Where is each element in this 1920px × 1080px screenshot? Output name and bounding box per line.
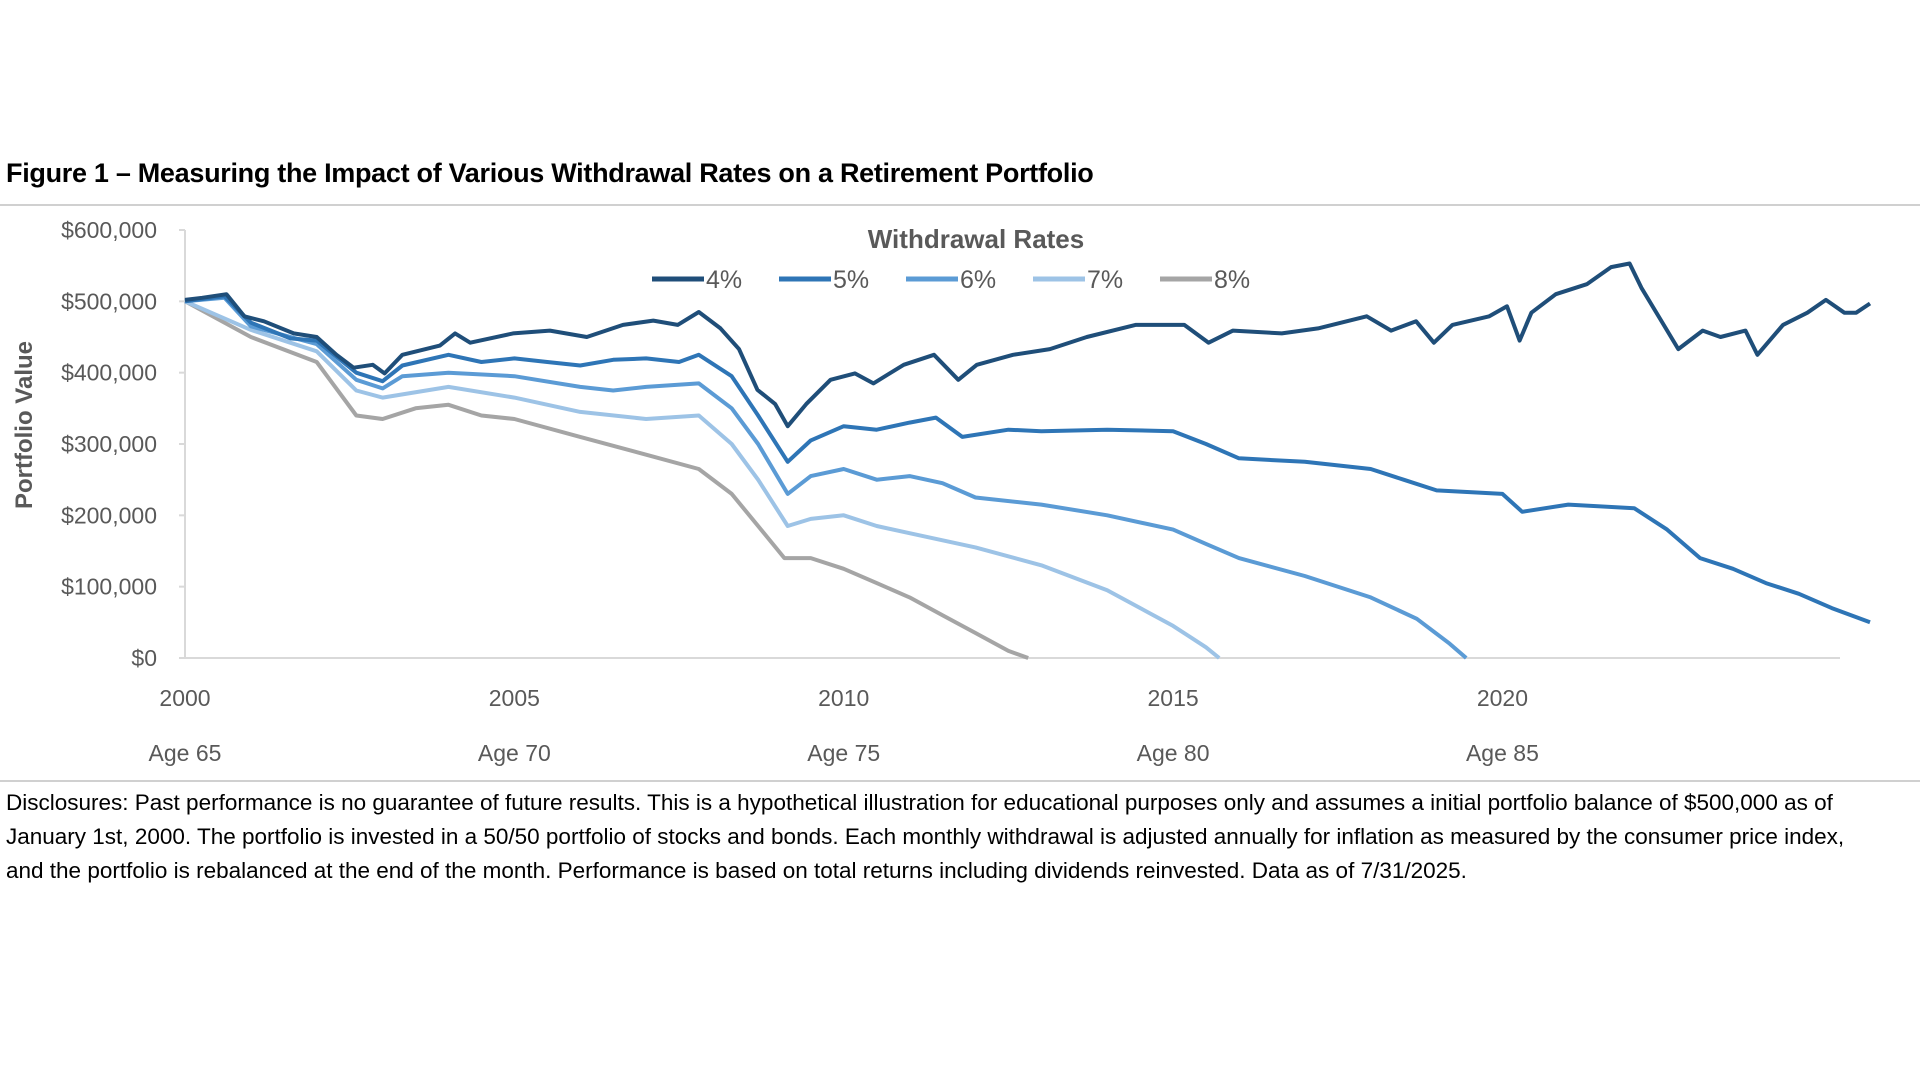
- y-tick-label: $0: [131, 645, 157, 671]
- x-age-label: Age 70: [478, 740, 551, 766]
- disclosures-text: Disclosures: Past performance is no guar…: [6, 790, 1845, 883]
- x-tick-label: 2015: [1147, 685, 1198, 711]
- y-tick-label: $400,000: [61, 360, 157, 386]
- legend-label: 8%: [1214, 266, 1250, 294]
- legend-label: 7%: [1087, 266, 1123, 294]
- bottom-divider: [0, 780, 1920, 782]
- x-tick-label: 2010: [818, 685, 869, 711]
- y-tick-label: $500,000: [61, 288, 157, 314]
- top-divider: [0, 204, 1920, 206]
- x-age-label: Age 75: [807, 740, 880, 766]
- y-tick-label: $200,000: [61, 502, 157, 528]
- y-tick-label: $300,000: [61, 431, 157, 457]
- figure-title: Figure 1 – Measuring the Impact of Vario…: [6, 158, 1094, 188]
- y-tick-label: $600,000: [61, 217, 157, 243]
- series-line-7pct: [184, 299, 1221, 660]
- legend-label: 6%: [960, 266, 996, 294]
- x-age-label: Age 80: [1137, 740, 1210, 766]
- legend-title: Withdrawal Rates: [868, 224, 1084, 254]
- y-tick-label: $100,000: [61, 574, 157, 600]
- x-age-label: Age 65: [149, 740, 222, 766]
- series-line-8pct: [184, 299, 1029, 660]
- x-tick-label: 2000: [159, 685, 210, 711]
- series-line-4pct: [184, 261, 1872, 429]
- series-line-5pct: [184, 294, 1871, 625]
- x-tick-label: 2005: [489, 685, 540, 711]
- legend-label: 5%: [833, 266, 869, 294]
- line-chart: $0 $100,000 $200,000 $300,000 $400,000 $500,0…: [11, 217, 1872, 766]
- x-tick-label: 2020: [1477, 685, 1528, 711]
- y-axis-label: Portfolio Value: [11, 341, 38, 509]
- legend: 4% 5% 6% 7% 8%: [652, 266, 1250, 294]
- x-age-label: Age 85: [1466, 740, 1539, 766]
- series-line-6pct: [184, 295, 1468, 660]
- legend-label: 4%: [706, 266, 742, 294]
